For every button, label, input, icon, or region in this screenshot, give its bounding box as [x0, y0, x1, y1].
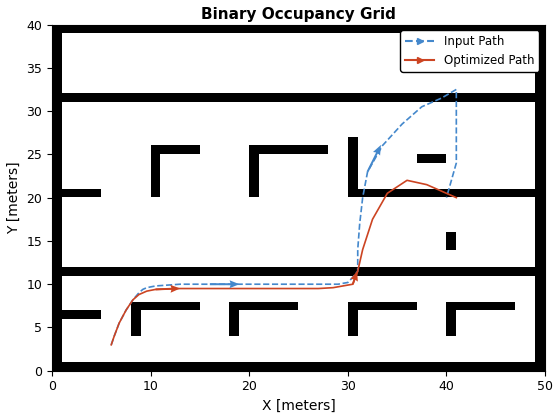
Optimized Path: [369, 217, 376, 222]
Input Path: [177, 282, 184, 287]
Input Path: [136, 290, 142, 295]
Input Path: [443, 195, 450, 200]
Input Path: [438, 96, 445, 101]
Optimized Path: [360, 247, 366, 252]
Input Path: [418, 104, 425, 109]
Input Path: [315, 282, 321, 287]
Input Path: [360, 195, 366, 200]
Optimized Path: [108, 342, 115, 347]
Input Path: [364, 169, 371, 174]
Input Path: [108, 342, 115, 347]
Optimized Path: [129, 297, 136, 302]
Y-axis label: Y [meters]: Y [meters]: [7, 161, 21, 234]
Line: Input Path: Input Path: [111, 89, 456, 345]
Optimized Path: [116, 320, 123, 326]
Optimized Path: [315, 286, 321, 291]
Input Path: [354, 247, 361, 252]
Optimized Path: [330, 285, 337, 290]
Optimized Path: [443, 191, 450, 196]
Input Path: [344, 280, 351, 285]
Optimized Path: [236, 286, 243, 291]
Input Path: [139, 287, 146, 292]
Input Path: [453, 160, 460, 165]
Line: Optimized Path: Optimized Path: [111, 180, 456, 345]
Input Path: [453, 126, 460, 131]
Legend: Input Path, Optimized Path: Input Path, Optimized Path: [400, 30, 539, 72]
Input Path: [356, 221, 363, 226]
Optimized Path: [139, 290, 146, 295]
Optimized Path: [207, 286, 213, 291]
Input Path: [453, 96, 460, 101]
Input Path: [236, 282, 243, 287]
Input Path: [349, 275, 356, 280]
Optimized Path: [143, 289, 150, 294]
Optimized Path: [404, 178, 410, 183]
Input Path: [143, 285, 150, 290]
Input Path: [453, 87, 460, 92]
X-axis label: X [meters]: X [meters]: [262, 399, 335, 413]
Optimized Path: [295, 286, 302, 291]
Optimized Path: [136, 292, 142, 297]
Input Path: [123, 308, 129, 313]
Input Path: [399, 121, 405, 126]
Input Path: [448, 178, 455, 183]
Input Path: [116, 320, 123, 326]
Input Path: [453, 143, 460, 148]
Input Path: [129, 297, 136, 302]
Optimized Path: [265, 286, 272, 291]
Optimized Path: [354, 269, 361, 274]
Title: Binary Occupancy Grid: Binary Occupancy Grid: [201, 7, 396, 22]
Optimized Path: [384, 191, 391, 196]
Input Path: [207, 282, 213, 287]
Optimized Path: [453, 195, 460, 200]
Optimized Path: [453, 195, 460, 200]
Optimized Path: [339, 284, 346, 289]
Optimized Path: [349, 282, 356, 287]
Input Path: [379, 143, 386, 148]
Input Path: [111, 333, 118, 339]
Input Path: [354, 269, 361, 274]
Optimized Path: [152, 287, 159, 292]
Optimized Path: [111, 333, 118, 339]
Optimized Path: [423, 182, 430, 187]
Input Path: [265, 282, 272, 287]
Optimized Path: [123, 308, 129, 313]
Input Path: [295, 282, 302, 287]
Input Path: [335, 282, 342, 287]
Optimized Path: [177, 286, 184, 291]
Input Path: [453, 108, 460, 113]
Input Path: [152, 284, 159, 289]
